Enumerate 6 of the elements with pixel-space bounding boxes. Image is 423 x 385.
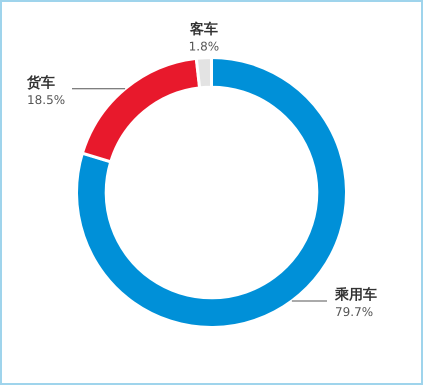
slice-label: 客车 [188, 20, 218, 38]
data-label: 18.5% [27, 92, 66, 107]
data-label: 1.8% [188, 40, 220, 54]
data-label: 79.7% [335, 304, 374, 319]
slice-label: 货车 [26, 74, 55, 91]
slice-label: 乘用车 [334, 286, 377, 303]
